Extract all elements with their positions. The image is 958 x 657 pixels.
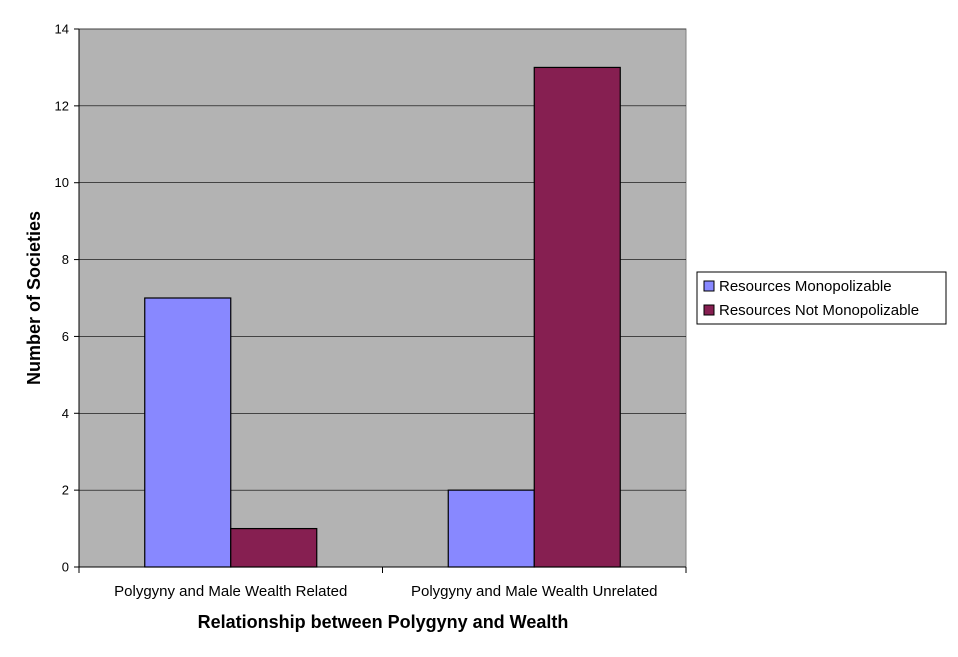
legend-swatch <box>703 304 715 316</box>
y-tick-label: 12 <box>55 98 69 113</box>
y-tick-label: 2 <box>62 483 69 498</box>
bars <box>144 66 621 568</box>
y-tick-label: 10 <box>55 175 69 190</box>
x-ticks: Polygyny and Male Wealth Related Polygyny… <box>78 567 687 600</box>
bar-monopolizable-1 <box>144 297 232 568</box>
x-category-label: Polygyny and Male Wealth Unrelated <box>411 583 658 600</box>
legend: Resources Monopolizable Resources Not Mon… <box>696 271 947 325</box>
y-tick-label: 0 <box>62 560 69 575</box>
bar-not-monopolizable-1 <box>230 527 318 568</box>
y-ticks: 0 2 4 6 8 10 12 14 <box>55 22 79 575</box>
legend-swatch <box>703 280 715 292</box>
y-tick-label: 8 <box>62 252 69 267</box>
y-axis-title: Number of Societies <box>24 211 44 385</box>
legend-box <box>696 271 947 325</box>
bar-monopolizable-2 <box>447 489 535 568</box>
y-tick-label: 6 <box>62 329 69 344</box>
bar-not-monopolizable-2 <box>533 66 621 568</box>
x-category-label: Polygyny and Male Wealth Related <box>114 583 347 600</box>
y-tick-label: 4 <box>62 406 69 421</box>
y-tick-label: 14 <box>55 22 69 37</box>
legend-label: Resources Not Monopolizable <box>719 302 919 319</box>
legend-label: Resources Monopolizable <box>719 278 892 295</box>
x-axis-title: Relationship between Polygyny and Wealth <box>198 612 569 632</box>
